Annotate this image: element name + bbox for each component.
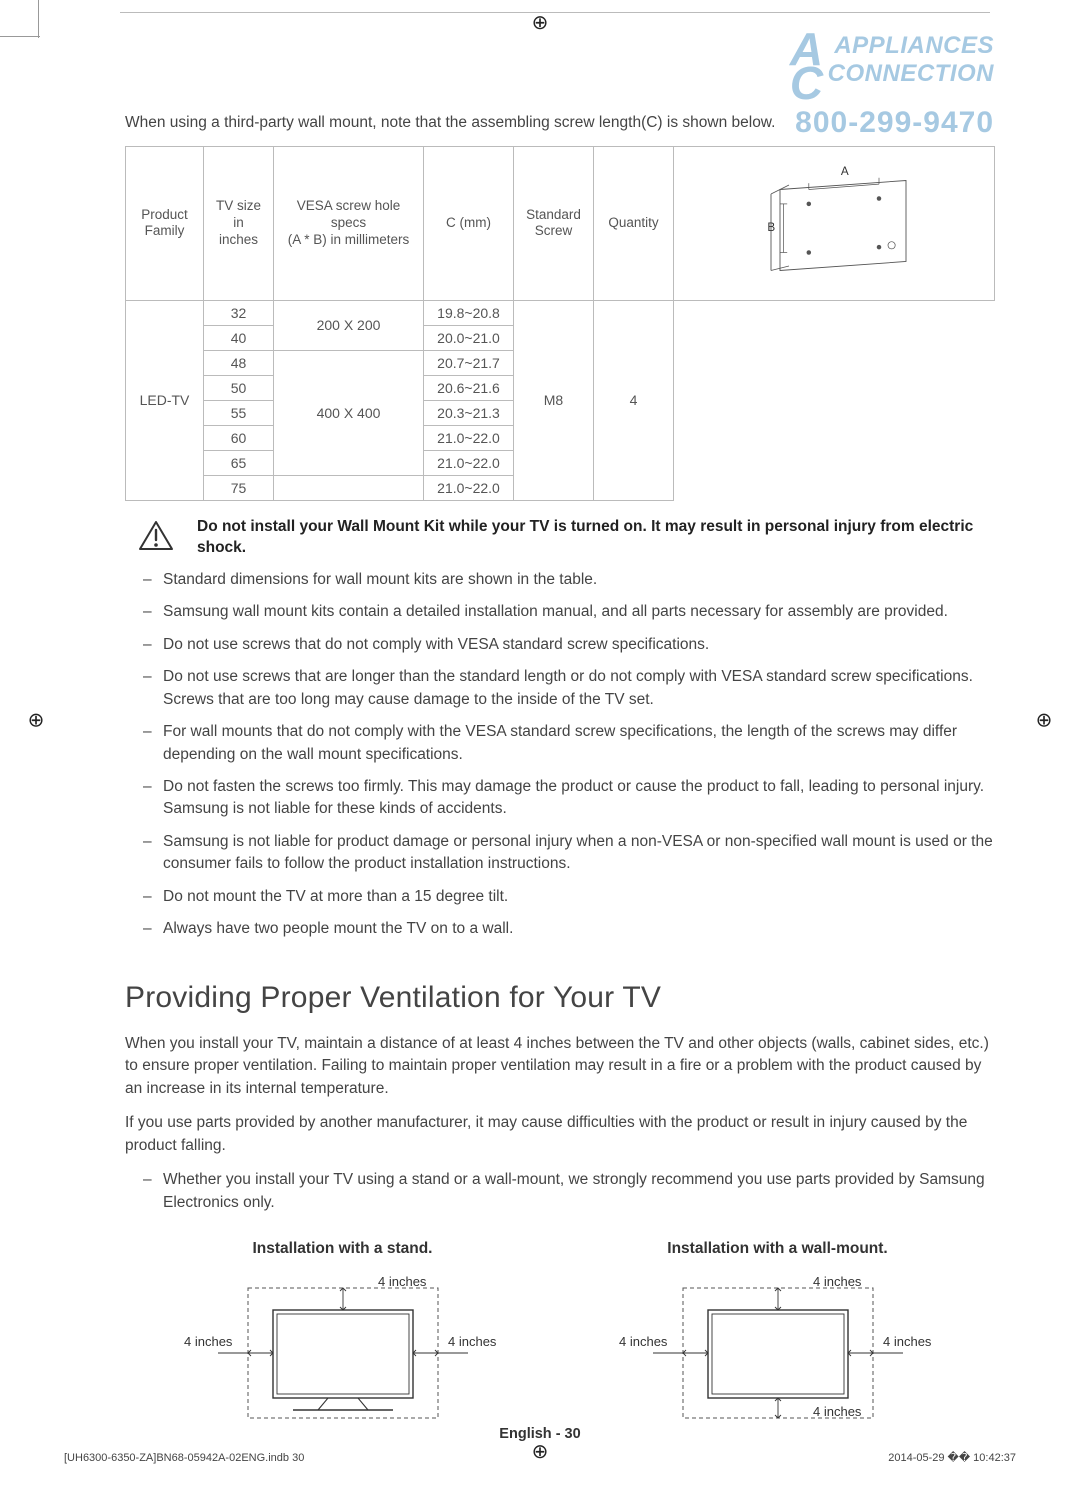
registration-mark-icon: ⊕	[532, 10, 549, 35]
watermark-line1: APPLIANCES	[828, 32, 994, 60]
cell-size: 32	[204, 300, 274, 325]
install-stand: Installation with a stand. 4 inches 4 in…	[178, 1240, 508, 1438]
list-item: Always have two people mount the TV on t…	[139, 918, 995, 940]
ventilation-para-1: When you install your TV, maintain a dis…	[125, 1033, 995, 1100]
crop-mark	[0, 36, 40, 37]
warning-icon	[137, 519, 175, 558]
intro-text: When using a third-party wall mount, not…	[125, 114, 995, 132]
svg-text:4 inches: 4 inches	[883, 1334, 932, 1349]
vesa-diagram-cell: A B	[674, 147, 995, 301]
footer-right: 2014-05-29 �� 10:42:37	[888, 1451, 1016, 1464]
cell-c: 19.8~20.8	[424, 300, 514, 325]
cell-quantity: 4	[594, 300, 674, 500]
th-product-family: Product Family	[126, 147, 204, 301]
th-std-screw: Standard Screw	[514, 147, 594, 301]
svg-text:4 inches: 4 inches	[813, 1404, 862, 1419]
cell-c: 20.3~21.3	[424, 400, 514, 425]
registration-mark-icon: ⊕	[28, 708, 45, 733]
list-item: Standard dimensions for wall mount kits …	[139, 569, 995, 591]
list-item: Do not fasten the screws too firmly. Thi…	[139, 776, 995, 821]
cell-c: 20.6~21.6	[424, 375, 514, 400]
list-item: Whether you install your TV using a stan…	[139, 1169, 995, 1214]
cell-vesa	[274, 475, 424, 500]
th-c-mm: C (mm)	[424, 147, 514, 301]
cell-size: 50	[204, 375, 274, 400]
ventilation-para-2: If you use parts provided by another man…	[125, 1112, 995, 1157]
svg-text:4 inches: 4 inches	[184, 1334, 233, 1349]
install-wall: Installation with a wall-mount. 4 inches…	[613, 1240, 943, 1438]
page-number: English - 30	[499, 1426, 580, 1442]
cell-vesa: 400 X 400	[274, 350, 424, 475]
bullet-list-a: Standard dimensions for wall mount kits …	[139, 569, 995, 941]
registration-mark-icon: ⊕	[1036, 708, 1053, 733]
cell-c: 20.0~21.0	[424, 325, 514, 350]
cell-size: 65	[204, 450, 274, 475]
th-quantity: Quantity	[594, 147, 674, 301]
watermark-line2: CONNECTION	[828, 60, 994, 88]
list-item: Samsung wall mount kits contain a detail…	[139, 601, 995, 623]
list-item: Do not use screws that are longer than t…	[139, 666, 995, 711]
cell-c: 21.0~22.0	[424, 475, 514, 500]
install-wall-caption: Installation with a wall-mount.	[613, 1240, 943, 1258]
th-tv-size: TV size in inches	[204, 147, 274, 301]
cell-vesa: 200 X 200	[274, 300, 424, 350]
cell-size: 40	[204, 325, 274, 350]
cell-size: 60	[204, 425, 274, 450]
warning-text: Do not install your Wall Mount Kit while…	[197, 517, 995, 559]
cell-c: 21.0~22.0	[424, 450, 514, 475]
install-stand-diagram: 4 inches 4 inches 4 inches	[178, 1268, 508, 1438]
list-item: Do not use screws that do not comply wit…	[139, 634, 995, 656]
section-heading: Providing Proper Ventilation for Your TV	[125, 981, 995, 1015]
svg-text:4 inches: 4 inches	[378, 1274, 427, 1289]
install-wall-diagram: 4 inches 4 inches 4 inches 4 inches	[613, 1268, 943, 1438]
footer-left: [UH6300-6350-ZA]BN68-05942A-02ENG.indb 3…	[64, 1452, 304, 1464]
cell-c: 21.0~22.0	[424, 425, 514, 450]
registration-mark-icon: ⊕	[532, 1439, 549, 1464]
install-stand-caption: Installation with a stand.	[178, 1240, 508, 1258]
svg-text:4 inches: 4 inches	[813, 1274, 862, 1289]
cell-size: 48	[204, 350, 274, 375]
cell-product-family: LED-TV	[126, 300, 204, 500]
cell-size: 75	[204, 475, 274, 500]
list-item: Samsung is not liable for product damage…	[139, 831, 995, 876]
bullet-list-b: Whether you install your TV using a stan…	[139, 1169, 995, 1214]
list-item: For wall mounts that do not comply with …	[139, 721, 995, 766]
vesa-diagram-icon: A B	[744, 151, 924, 291]
th-vesa-spec: VESA screw hole specs (A * B) in millime…	[274, 147, 424, 301]
cell-std-screw: M8	[514, 300, 594, 500]
crop-rule	[120, 12, 990, 13]
cell-c: 20.7~21.7	[424, 350, 514, 375]
svg-text:4 inches: 4 inches	[619, 1334, 668, 1349]
svg-text:B: B	[767, 221, 775, 234]
vesa-table: Product Family TV size in inches VESA sc…	[125, 146, 995, 501]
svg-text:A: A	[841, 165, 849, 178]
list-item: Do not mount the TV at more than a 15 de…	[139, 886, 995, 908]
crop-mark	[38, 0, 39, 38]
cell-size: 55	[204, 400, 274, 425]
svg-text:4 inches: 4 inches	[448, 1334, 497, 1349]
